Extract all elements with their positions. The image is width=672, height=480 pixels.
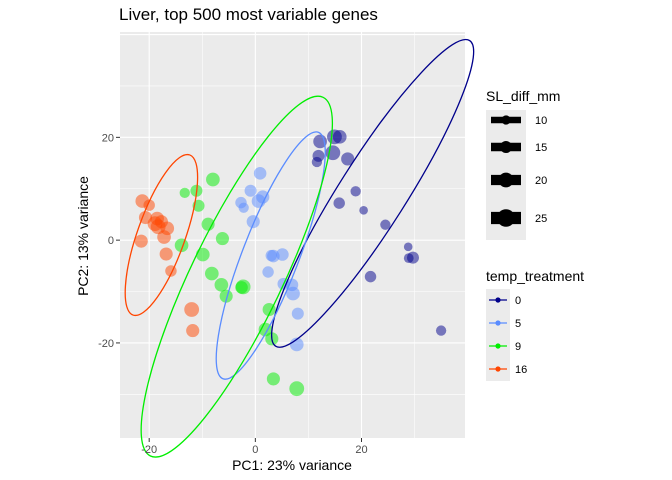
size-legend-label: 25 bbox=[535, 213, 547, 225]
data-point-temp-5 bbox=[238, 202, 249, 213]
data-point-temp-9 bbox=[289, 381, 305, 397]
data-point-temp-9 bbox=[219, 289, 233, 303]
panel-background bbox=[120, 32, 465, 438]
data-point-temp-5 bbox=[246, 215, 260, 229]
color-legend-label: 0 bbox=[515, 295, 521, 307]
size-legend-label: 15 bbox=[535, 142, 547, 154]
color-legend-keys-background bbox=[486, 289, 510, 381]
axis-ticks: -20 0 20 -20 0 20 bbox=[98, 132, 368, 456]
data-point-temp-0 bbox=[333, 197, 345, 209]
chart-title: Liver, top 500 most variable genes bbox=[119, 5, 378, 24]
size-legend: SL_diff_mm 10 15 20 25 bbox=[486, 88, 560, 240]
y-tick-label: -20 bbox=[98, 338, 114, 350]
confidence-ellipse-temp-16 bbox=[124, 153, 199, 317]
data-point-temp-0 bbox=[380, 219, 391, 230]
size-legend-label: 20 bbox=[535, 175, 547, 187]
confidence-ellipse-temp-5 bbox=[215, 131, 326, 380]
x-tick-label: -20 bbox=[141, 444, 157, 456]
color-legend-label: 16 bbox=[515, 364, 527, 376]
data-point-temp-9 bbox=[204, 266, 219, 281]
data-point-temp-16 bbox=[159, 247, 173, 261]
plot-panel bbox=[120, 32, 475, 458]
color-legend-key-dot bbox=[495, 343, 501, 349]
data-point-temp-9 bbox=[266, 372, 280, 386]
y-tick-label: 0 bbox=[108, 235, 114, 247]
data-point-temp-5 bbox=[244, 184, 257, 197]
data-point-temp-0 bbox=[406, 251, 419, 264]
data-point-temp-5 bbox=[262, 266, 274, 278]
data-point-temp-16 bbox=[186, 324, 200, 338]
data-point-temp-5 bbox=[286, 286, 300, 301]
data-point-temp-0 bbox=[311, 156, 323, 168]
color-legend: temp_treatment 0 5 9 16 bbox=[486, 268, 584, 381]
data-point-temp-16 bbox=[184, 302, 200, 317]
data-point-temp-0 bbox=[350, 186, 361, 197]
data-point-temp-9 bbox=[179, 187, 190, 199]
data-point-temp-16 bbox=[157, 230, 171, 244]
color-legend-title: temp_treatment bbox=[486, 268, 584, 284]
size-legend-title: SL_diff_mm bbox=[486, 88, 560, 104]
data-point-temp-5 bbox=[276, 248, 289, 261]
confidence-ellipse-temp-0 bbox=[270, 38, 475, 348]
data-point-temp-9 bbox=[215, 232, 229, 246]
data-point-temp-0 bbox=[403, 242, 413, 252]
color-legend-label: 9 bbox=[515, 341, 521, 353]
data-point-temp-0 bbox=[364, 270, 377, 283]
data-point-temp-9 bbox=[201, 217, 215, 231]
data-point-temp-0 bbox=[359, 206, 368, 215]
data-point-temp-5 bbox=[253, 167, 267, 180]
data-point-temp-0 bbox=[332, 130, 347, 144]
color-legend-key-dot bbox=[495, 297, 501, 303]
color-legend-label: 5 bbox=[515, 318, 521, 330]
y-axis-title: PC2: 13% variance bbox=[75, 176, 91, 296]
x-axis-title: PC1: 23% variance bbox=[232, 457, 352, 473]
data-point-temp-9 bbox=[214, 278, 229, 292]
data-point-temp-0 bbox=[325, 145, 341, 161]
data-point-temp-16 bbox=[134, 234, 148, 248]
data-point-temp-5 bbox=[291, 307, 304, 320]
data-point-temp-0 bbox=[435, 325, 447, 336]
data-point-temp-9 bbox=[235, 281, 248, 294]
size-legend-label: 10 bbox=[535, 115, 547, 127]
color-legend-key-dot bbox=[495, 320, 501, 326]
x-tick-label: 0 bbox=[252, 444, 258, 456]
confidence-ellipse-temp-9 bbox=[140, 95, 334, 458]
data-point-temp-0 bbox=[341, 152, 355, 166]
data-point-temp-9 bbox=[195, 247, 210, 262]
y-tick-label: 20 bbox=[102, 132, 114, 144]
x-tick-label: 20 bbox=[355, 444, 367, 456]
color-legend-key-dot bbox=[495, 366, 501, 372]
data-point-temp-9 bbox=[206, 172, 220, 187]
